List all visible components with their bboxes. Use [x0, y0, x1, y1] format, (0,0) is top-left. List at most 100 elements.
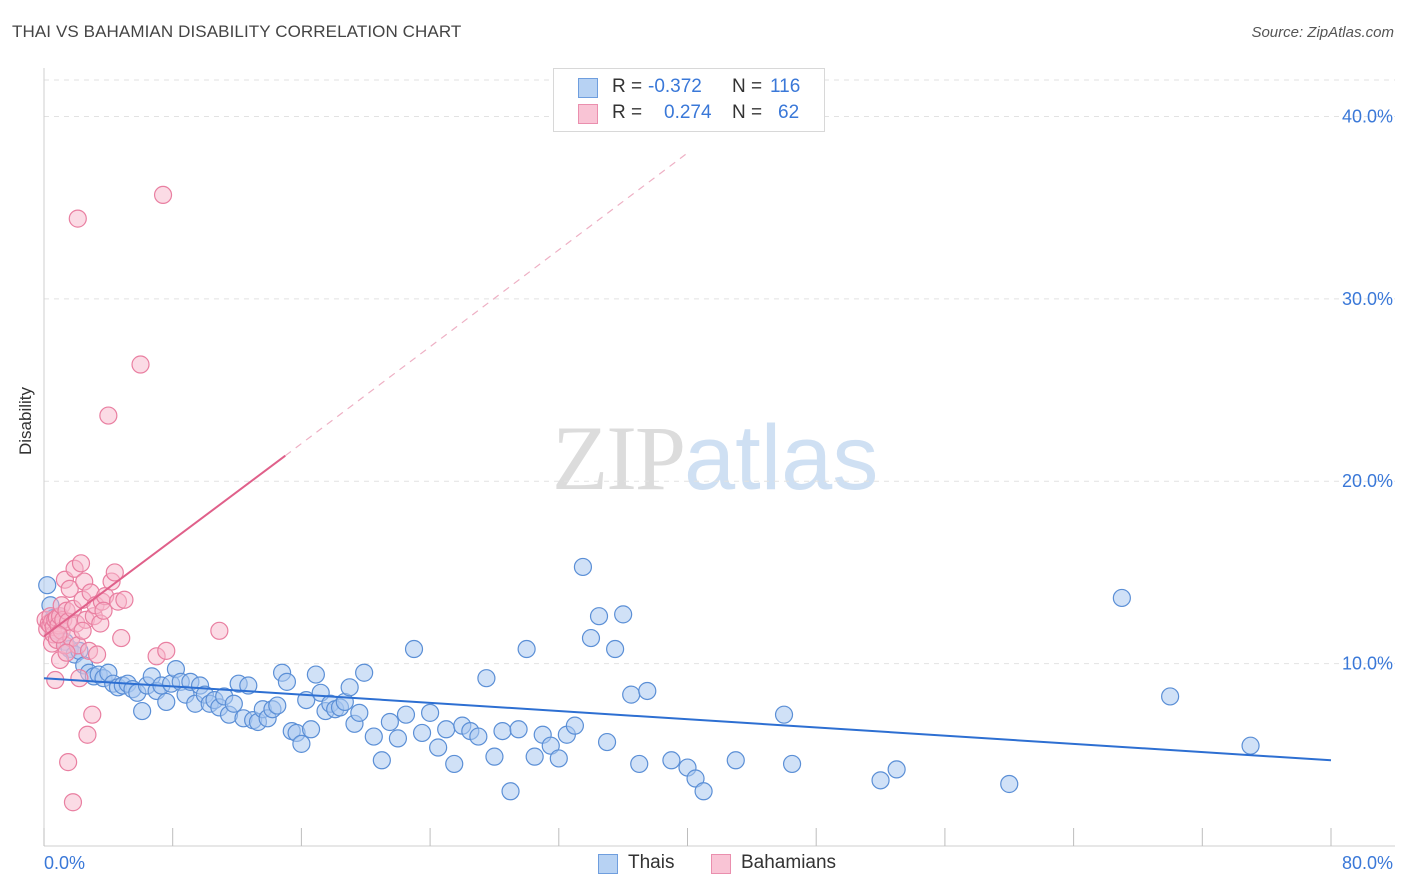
- thai-point: [404, 639, 424, 659]
- thai-point: [774, 705, 794, 724]
- bahamian-point: [87, 645, 107, 664]
- thai-point: [1161, 687, 1180, 706]
- y-tick-label: 30.0%: [1342, 289, 1393, 309]
- bahamian-point: [94, 601, 113, 620]
- n-label: N =: [732, 76, 763, 97]
- x-tick-label: 0.0%: [44, 853, 85, 873]
- thai-point: [445, 754, 464, 774]
- thai-point: [469, 727, 488, 746]
- r-value: 0.274: [664, 102, 712, 123]
- thai-point: [157, 692, 176, 712]
- thai-point: [1112, 588, 1131, 608]
- thai-point: [396, 705, 416, 724]
- thai-point: [581, 628, 601, 648]
- bahamian-point: [59, 753, 78, 772]
- thai-point: [622, 685, 641, 704]
- thai-point: [355, 663, 374, 682]
- thai-point: [686, 769, 705, 788]
- bahamian-trend-line: [43, 454, 286, 638]
- bahamian-point: [105, 563, 124, 582]
- thai-point: [662, 751, 681, 770]
- bahamian-point: [153, 185, 173, 204]
- thai-point: [565, 716, 584, 735]
- r-label: R =: [612, 102, 643, 123]
- thai-trend-line: [43, 677, 1332, 762]
- thai-point: [525, 747, 544, 766]
- bahamian-point: [63, 793, 83, 812]
- bahamian-point: [60, 579, 79, 598]
- correlation-legend: R = -0.372 N = 116 R = 0.274 N = 62: [553, 68, 825, 132]
- thai-point: [306, 665, 325, 684]
- source-credit: Source: ZipAtlas.com: [1251, 24, 1394, 41]
- r-value: -0.372: [648, 76, 702, 97]
- thai-point: [493, 721, 512, 741]
- bahamian-point: [70, 669, 89, 688]
- bahamian-swatch: [711, 854, 731, 874]
- bahamian-point: [115, 590, 134, 609]
- bahamian-trend-extension: [284, 152, 688, 457]
- thai-point: [573, 557, 593, 577]
- thai-point: [726, 751, 745, 770]
- thai-point: [38, 576, 57, 595]
- r-label: R =: [612, 76, 643, 97]
- bahamian-point: [99, 406, 118, 425]
- bahamian-points: [36, 185, 229, 812]
- thai-point: [614, 605, 633, 624]
- y-axis-label: Disability: [16, 386, 35, 455]
- thai-point: [541, 736, 560, 755]
- thai-point: [224, 694, 243, 713]
- thai-point: [549, 749, 568, 768]
- thai-point: [477, 669, 496, 688]
- axis-layer: [43, 68, 1395, 847]
- bahamian-point: [57, 643, 76, 662]
- thai-point: [239, 676, 258, 695]
- bahamian-point: [71, 554, 91, 573]
- bahamian-point: [157, 641, 176, 660]
- thai-point: [1000, 774, 1019, 794]
- thai-point: [485, 747, 504, 766]
- grid-layer: [44, 79, 1395, 665]
- thai-point: [871, 771, 890, 790]
- label-layer: 10.0% 20.0% 30.0% 40.0% 0.0% 80.0%: [44, 106, 1393, 873]
- thai-point: [437, 720, 456, 739]
- thai-point: [782, 754, 802, 774]
- thai-point: [638, 681, 657, 701]
- thai-point: [380, 712, 399, 732]
- thai-point: [301, 720, 321, 739]
- legend-label-bahamians: Bahamians: [741, 852, 837, 873]
- thai-point: [412, 723, 432, 743]
- bahamian-point: [112, 628, 131, 648]
- series-legend: Thais Bahamians: [0, 852, 1406, 878]
- thai-point: [268, 696, 287, 715]
- thai-point: [388, 729, 408, 748]
- bahamian-point: [68, 209, 87, 228]
- thai-point: [350, 703, 369, 722]
- trend-layer: [43, 152, 1332, 762]
- thai-point: [887, 760, 906, 779]
- thai-point: [364, 727, 383, 746]
- n-value: 62: [778, 102, 800, 123]
- bahamian-point: [83, 705, 102, 724]
- bahamian-point: [131, 355, 150, 374]
- thai-point: [133, 701, 152, 721]
- y-tick-label: 20.0%: [1342, 471, 1393, 491]
- thai-point: [501, 782, 520, 801]
- bahamian-point: [78, 725, 97, 744]
- bahamian-point: [73, 621, 92, 640]
- thai-swatch: [598, 854, 618, 874]
- y-tick-label: 40.0%: [1342, 106, 1393, 126]
- legend-label-thais: Thais: [628, 852, 675, 873]
- thai-point: [277, 672, 297, 691]
- thai-point: [1241, 736, 1260, 755]
- thai-points: [38, 557, 1260, 801]
- thai-swatch: [578, 78, 598, 98]
- y-tick-label: 10.0%: [1342, 654, 1393, 674]
- x-tick-label: 80.0%: [1342, 853, 1393, 873]
- bahamian-point: [210, 621, 229, 640]
- bahamian-point: [49, 625, 68, 644]
- thai-point: [372, 751, 391, 770]
- n-label: N =: [732, 102, 763, 123]
- thai-point: [517, 639, 536, 659]
- thai-point: [421, 703, 440, 722]
- thai-point: [340, 678, 359, 697]
